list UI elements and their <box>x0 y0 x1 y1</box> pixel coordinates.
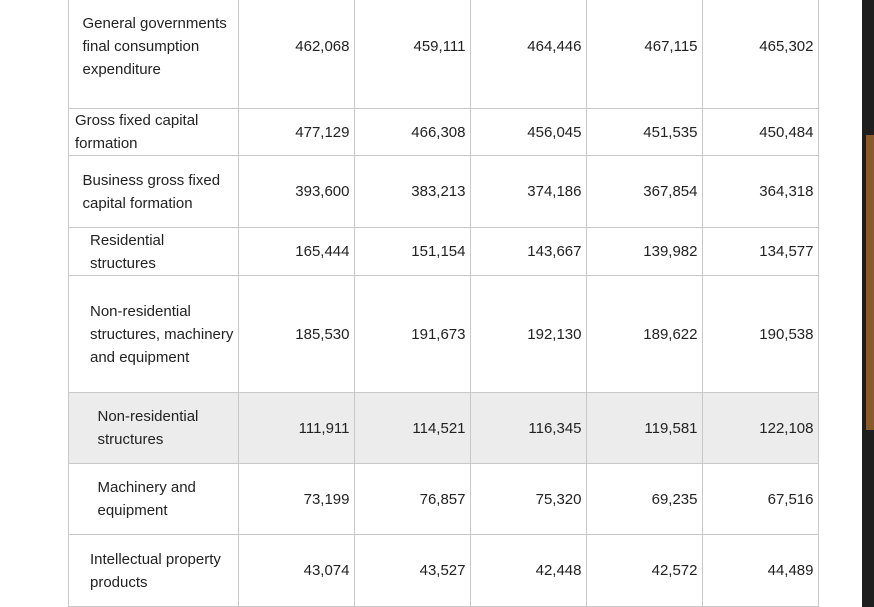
value-cell: 143,667 <box>469 227 587 276</box>
table-row: Non-residential structures, machinery an… <box>68 275 819 393</box>
value-cell: 116,345 <box>469 392 587 464</box>
row-label: Non-residential structures <box>68 392 239 464</box>
value-cell: 466,308 <box>353 108 471 156</box>
value-cell: 367,854 <box>585 155 703 228</box>
value-cell: 190,538 <box>701 275 819 393</box>
value-cell: 42,448 <box>469 534 587 607</box>
table-row: Machinery and equipment 73,199 76,857 75,32… <box>68 463 819 535</box>
value-cell: 189,622 <box>585 275 703 393</box>
side-image <box>866 135 874 430</box>
value-cell: 477,129 <box>237 108 355 156</box>
table-row: Intellectual property products 43,074 43,5… <box>68 534 819 607</box>
value-cell: 111,911 <box>237 392 355 464</box>
value-cell: 134,577 <box>701 227 819 276</box>
value-cell: 67,516 <box>701 463 819 535</box>
row-label: Gross fixed capital formation <box>68 108 239 156</box>
row-label: Residential structures <box>68 227 239 276</box>
value-cell: 374,186 <box>469 155 587 228</box>
value-cell: 464,446 <box>469 0 587 109</box>
table-row: General governments final consumption ex… <box>68 0 819 109</box>
value-cell: 393,600 <box>237 155 355 228</box>
data-table: General governments final consumption ex… <box>68 0 819 607</box>
value-cell: 122,108 <box>701 392 819 464</box>
value-cell: 139,982 <box>585 227 703 276</box>
value-cell: 191,673 <box>353 275 471 393</box>
row-label: General governments final consumption ex… <box>68 0 239 109</box>
value-cell: 69,235 <box>585 463 703 535</box>
value-cell: 119,581 <box>585 392 703 464</box>
value-cell: 383,213 <box>353 155 471 228</box>
value-cell: 165,444 <box>237 227 355 276</box>
table-row: Residential structures 165,444 151,154 143,… <box>68 227 819 276</box>
value-cell: 185,530 <box>237 275 355 393</box>
value-cell: 75,320 <box>469 463 587 535</box>
value-cell: 44,489 <box>701 534 819 607</box>
value-cell: 73,199 <box>237 463 355 535</box>
value-cell: 450,484 <box>701 108 819 156</box>
value-cell: 43,527 <box>353 534 471 607</box>
row-label: Intellectual property products <box>68 534 239 607</box>
value-cell: 459,111 <box>353 0 471 109</box>
row-label: Business gross fixed capital formation <box>68 155 239 228</box>
table-row: Gross fixed capital formation 477,129 466,… <box>68 108 819 156</box>
value-cell: 42,572 <box>585 534 703 607</box>
row-label: Machinery and equipment <box>68 463 239 535</box>
value-cell: 451,535 <box>585 108 703 156</box>
value-cell: 192,130 <box>469 275 587 393</box>
value-cell: 462,068 <box>237 0 355 109</box>
value-cell: 467,115 <box>585 0 703 109</box>
table-row: Business gross fixed capital formation 39… <box>68 155 819 228</box>
value-cell: 465,302 <box>701 0 819 109</box>
value-cell: 364,318 <box>701 155 819 228</box>
value-cell: 43,074 <box>237 534 355 607</box>
table-row: Non-residential structures 111,911 114,521… <box>68 392 819 464</box>
row-label: Non-residential structures, machinery an… <box>68 275 239 393</box>
value-cell: 114,521 <box>353 392 471 464</box>
value-cell: 76,857 <box>353 463 471 535</box>
value-cell: 456,045 <box>469 108 587 156</box>
value-cell: 151,154 <box>353 227 471 276</box>
